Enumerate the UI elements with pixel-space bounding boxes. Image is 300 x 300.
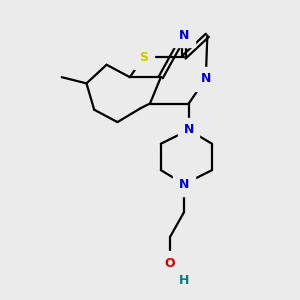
Text: N: N bbox=[184, 123, 194, 136]
Text: N: N bbox=[179, 29, 189, 42]
Text: O: O bbox=[165, 256, 176, 270]
Text: H: H bbox=[179, 274, 189, 287]
Text: S: S bbox=[139, 50, 148, 64]
Text: N: N bbox=[179, 178, 189, 190]
Text: N: N bbox=[201, 72, 211, 85]
